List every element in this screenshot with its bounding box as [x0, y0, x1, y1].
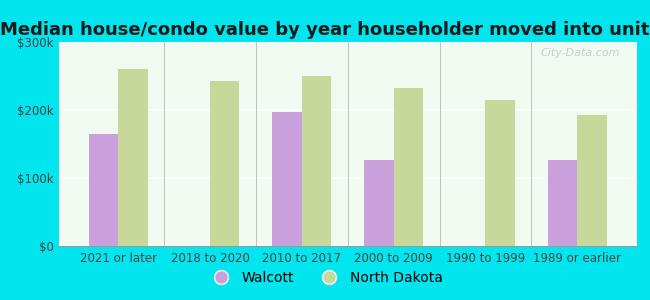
Legend: Walcott, North Dakota: Walcott, North Dakota	[202, 265, 448, 290]
Bar	[548, 160, 577, 246]
Text: Median house/condo value by year householder moved into unit: Median house/condo value by year househo…	[0, 21, 650, 39]
Bar	[272, 112, 302, 246]
Bar	[364, 160, 394, 246]
Bar	[486, 100, 515, 246]
Bar	[302, 76, 332, 246]
Bar	[577, 115, 606, 246]
Bar	[89, 134, 118, 246]
Bar	[210, 81, 239, 246]
Text: City-Data.com: City-Data.com	[540, 48, 619, 58]
Bar	[394, 88, 423, 246]
Bar	[118, 69, 148, 246]
